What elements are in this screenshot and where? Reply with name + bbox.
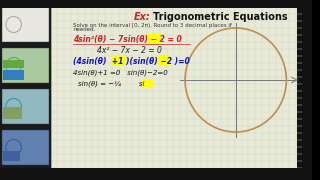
Bar — [297, 0, 312, 180]
Text: (4sin(θ)  +1 )(sin(θ) −2 )=0: (4sin(θ) +1 )(sin(θ) −2 )=0 — [73, 57, 190, 66]
Bar — [0, 168, 312, 180]
Bar — [0, 0, 51, 180]
Bar — [3, 107, 22, 119]
Bar — [3, 70, 24, 80]
Text: Trigonometric Equations: Trigonometric Equations — [153, 12, 288, 22]
Bar — [141, 79, 153, 88]
Bar — [0, 0, 312, 8]
Text: sin(θ) = −¼        si: sin(θ) = −¼ si — [78, 80, 144, 87]
Bar — [3, 60, 24, 68]
Text: needed.: needed. — [73, 27, 95, 32]
Text: Solve on the interval [0, 2π). Round to 3 decimal places if: Solve on the interval [0, 2π). Round to … — [73, 23, 232, 28]
Text: 4sin²(θ) − 7sin(θ) − 2 = 0: 4sin²(θ) − 7sin(θ) − 2 = 0 — [73, 35, 182, 44]
Bar — [2, 7, 49, 42]
Bar — [148, 34, 162, 43]
Bar — [51, 7, 302, 175]
Bar — [3, 151, 20, 161]
Bar — [2, 89, 49, 124]
Bar — [112, 56, 125, 65]
Text: Ex:: Ex: — [134, 12, 151, 22]
Bar — [2, 48, 49, 83]
Text: 4sin(θ)+1 =0   sin(θ)−2=0: 4sin(θ)+1 =0 sin(θ)−2=0 — [73, 69, 168, 75]
Text: 4x² − 7x − 2 = 0: 4x² − 7x − 2 = 0 — [97, 46, 162, 55]
Bar — [2, 130, 49, 165]
Bar — [158, 56, 171, 65]
